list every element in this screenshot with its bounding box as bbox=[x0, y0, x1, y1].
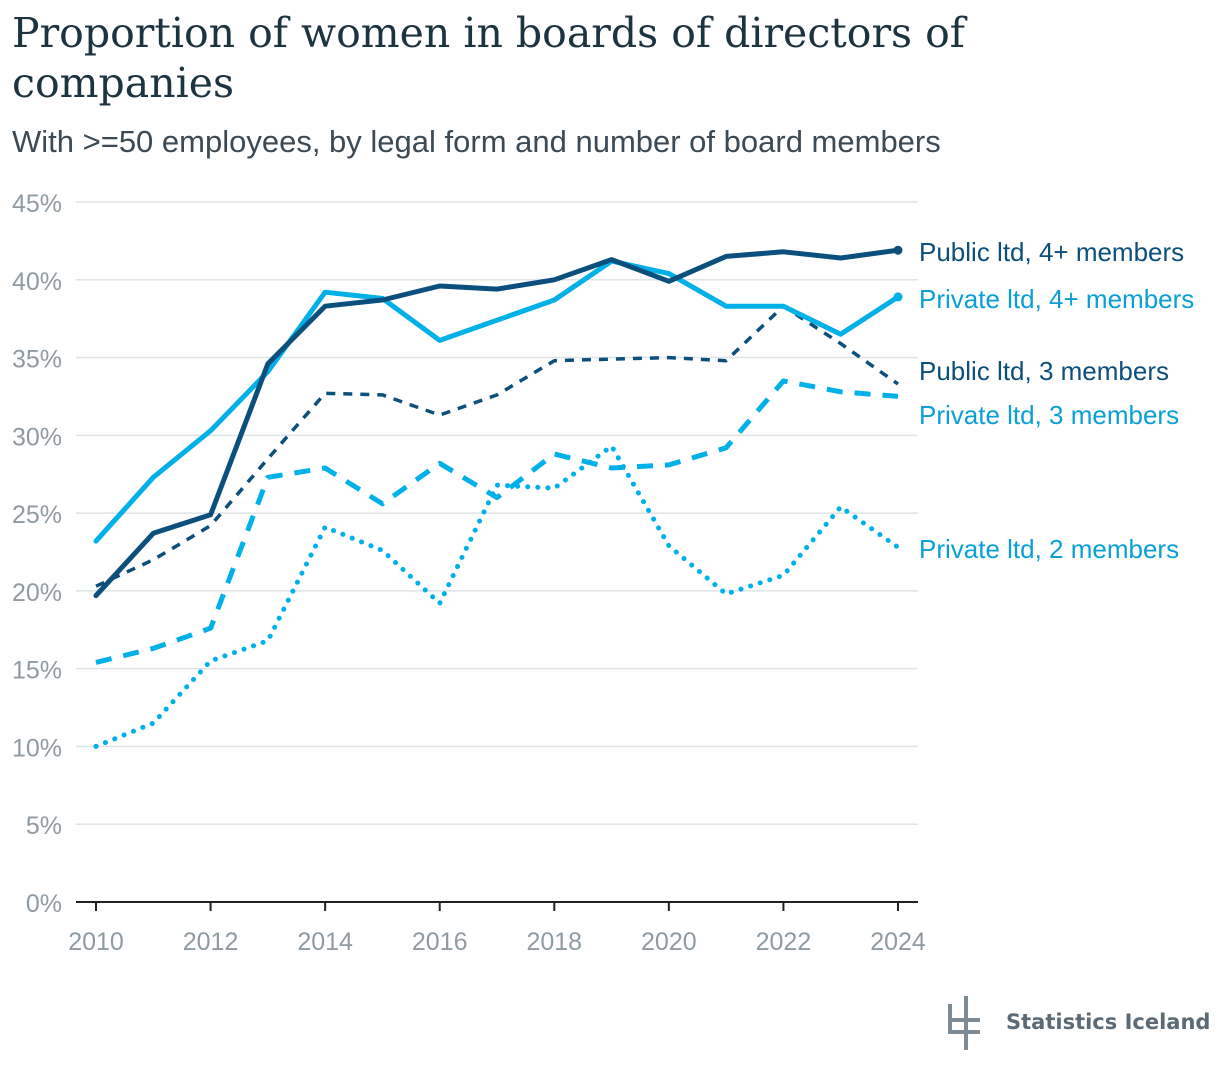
y-tick-label: 5% bbox=[26, 812, 62, 840]
series-label: Private ltd, 3 members bbox=[919, 400, 1179, 430]
series-line-public-ltd-3-members bbox=[95, 304, 900, 588]
y-tick-label: 20% bbox=[12, 579, 62, 607]
x-tick-label: 2010 bbox=[68, 928, 124, 956]
series-label: Private ltd, 2 members bbox=[919, 534, 1179, 564]
x-tick-label: 2020 bbox=[641, 928, 697, 956]
chart-title: Proportion of women in boards of directo… bbox=[12, 9, 965, 107]
x-tick-label: 2022 bbox=[756, 928, 812, 956]
y-tick-label: 45% bbox=[12, 190, 62, 218]
y-tick-label: 10% bbox=[12, 734, 62, 762]
x-tick-label: 2012 bbox=[183, 928, 239, 956]
series-line-private-ltd-2-members bbox=[93, 443, 901, 749]
chart-subtitle: With >=50 employees, by legal form and n… bbox=[12, 124, 941, 159]
logo-text: Statistics Iceland bbox=[1006, 1010, 1211, 1034]
series-end-point bbox=[893, 292, 903, 302]
x-tick-label: 2024 bbox=[870, 928, 926, 956]
y-tick-label: 30% bbox=[12, 423, 62, 451]
y-tick-label: 25% bbox=[12, 501, 62, 529]
x-axis: 2010 2012 2014 2016 2018 2020 2022 2024 bbox=[68, 901, 926, 956]
y-tick-label: 0% bbox=[26, 890, 62, 918]
series-line-public-ltd-4-members bbox=[93, 247, 901, 599]
series-end-point bbox=[893, 245, 903, 255]
logo-mark-icon bbox=[948, 996, 980, 1050]
series-line-private-ltd-3-members bbox=[95, 378, 899, 665]
series-label: Public ltd, 4+ members bbox=[919, 237, 1184, 267]
y-axis-ticks: 0% 5% 10% 15% 20% 25% 30% 35% 40% 45% bbox=[12, 190, 62, 918]
x-tick-label: 2014 bbox=[297, 928, 353, 956]
statistics-iceland-logo: Statistics Iceland bbox=[944, 996, 1214, 1056]
gridlines bbox=[76, 201, 918, 825]
series-labels: Public ltd, 4+ members Private ltd, 4+ me… bbox=[919, 237, 1194, 564]
y-tick-label: 35% bbox=[12, 346, 62, 374]
y-tick-label: 15% bbox=[12, 657, 62, 685]
series-lines bbox=[93, 245, 903, 749]
series-label: Public ltd, 3 members bbox=[919, 356, 1169, 386]
series-line-private-ltd-4-members bbox=[93, 258, 901, 544]
y-tick-label: 40% bbox=[12, 268, 62, 296]
series-label: Private ltd, 4+ members bbox=[919, 284, 1194, 314]
x-tick-label: 2018 bbox=[526, 928, 582, 956]
x-tick-label: 2016 bbox=[412, 928, 468, 956]
